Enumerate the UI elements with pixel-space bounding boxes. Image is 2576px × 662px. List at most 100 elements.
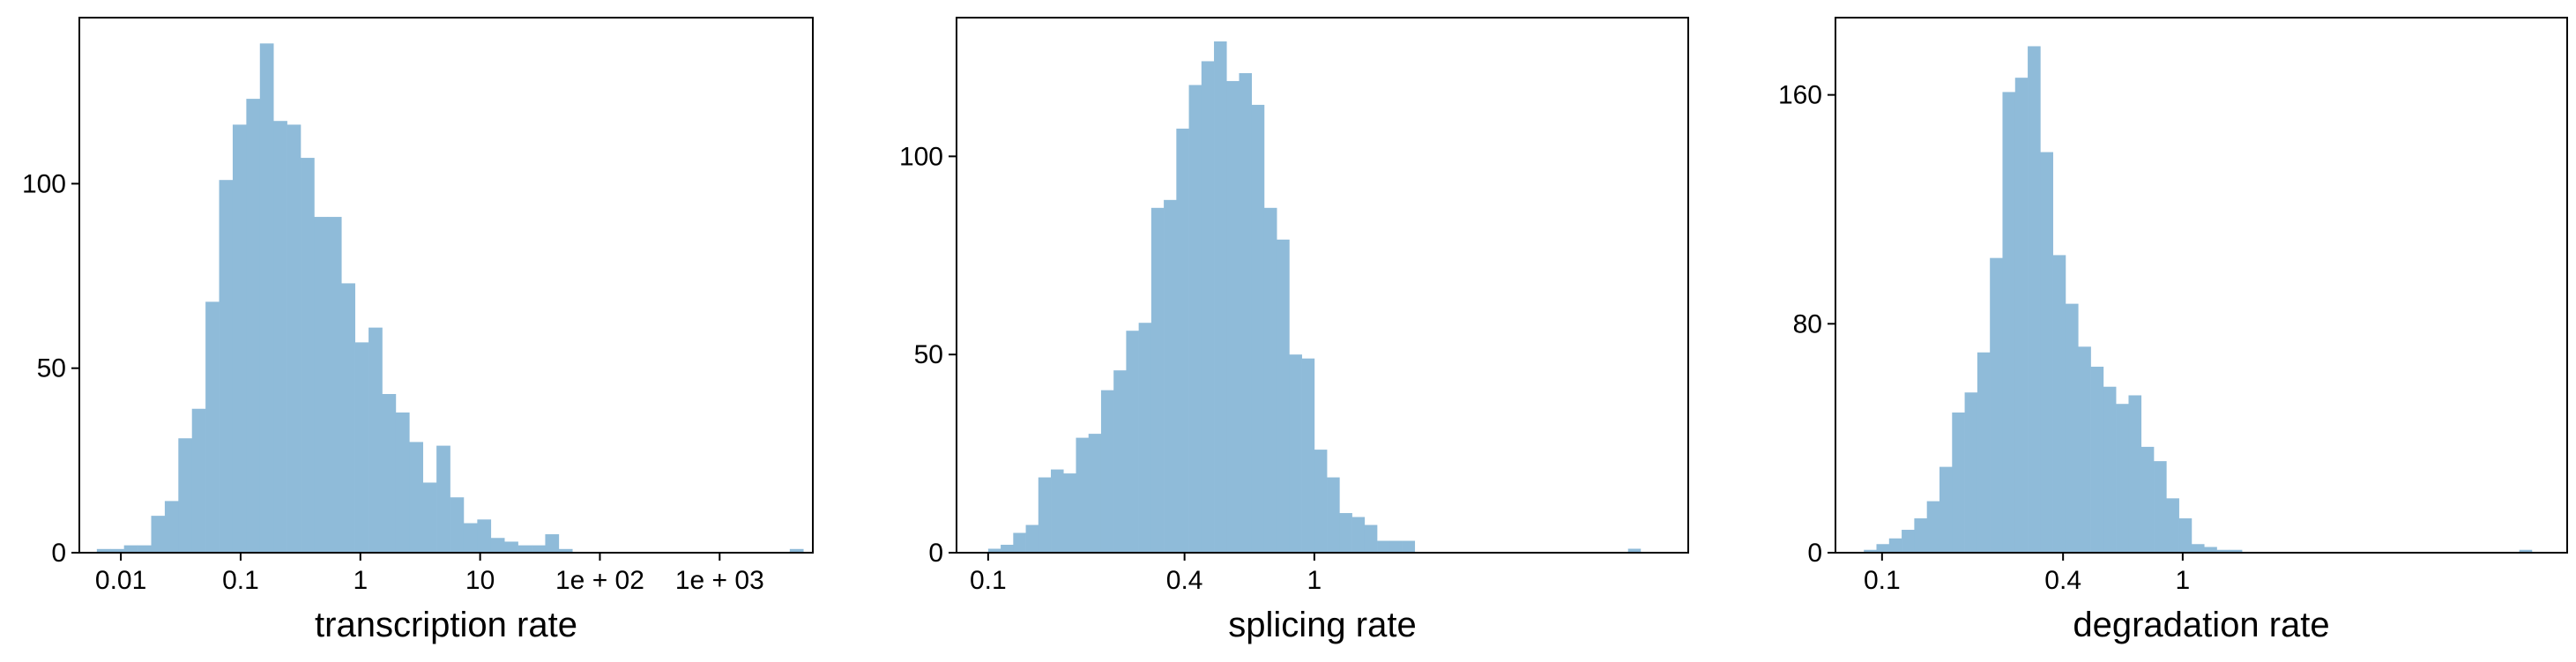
transcription-histogram-bar-2 — [123, 545, 138, 553]
transcription-y-tick-label: 0 — [51, 539, 66, 568]
transcription-x-axis-label: transcription rate — [315, 606, 577, 644]
transcription-histogram-bar-51 — [789, 548, 804, 553]
transcription-histogram-bar-30 — [504, 541, 518, 553]
splicing-histogram-bar-17 — [1201, 61, 1215, 553]
splicing-histogram-bar-21 — [1251, 104, 1265, 554]
degradation-histogram-bar-18 — [2090, 367, 2104, 553]
degradation-y-tick-label: 80 — [1793, 309, 1822, 338]
degradation-histogram-bar-17 — [2078, 346, 2091, 553]
splicing-histogram-bar-0 — [987, 548, 1001, 553]
transcription-histogram-bar-1 — [110, 548, 124, 553]
degradation-histogram-bar-24 — [2166, 498, 2179, 553]
transcription-histogram-bar-8 — [205, 301, 220, 553]
degradation-histogram-bar-7 — [1952, 412, 1965, 553]
transcription-histogram-bar-10 — [232, 124, 247, 553]
transcription-rate-panel: 0.01 0.1 1 10 1e + 02 1e + 03 0 50 100 transcript… — [22, 17, 814, 644]
transcription-histogram-bar-29 — [490, 538, 505, 553]
splicing-x-tick-label: 0.4 — [1166, 566, 1203, 595]
transcription-histogram-bar-16 — [314, 217, 329, 553]
transcription-histogram-bar-26 — [450, 497, 465, 553]
transcription-histogram-bar-7 — [191, 408, 206, 553]
degradation-histogram-bar-4 — [1914, 518, 1927, 553]
splicing-histogram-bar-51 — [1627, 548, 1642, 553]
splicing-histogram-bar-22 — [1263, 207, 1277, 553]
transcription-x-tick-label: 1e + 02 — [555, 566, 644, 595]
splicing-histogram-bar-9 — [1100, 390, 1114, 553]
splicing-histogram-bar-1 — [1001, 545, 1014, 553]
transcription-histogram-bar-28 — [477, 519, 492, 553]
transcription-histogram-bar-14 — [287, 124, 302, 553]
transcription-histogram-bar-9 — [219, 180, 234, 553]
splicing-histogram-bar-33 — [1402, 540, 1416, 553]
transcription-histogram-bar-27 — [463, 523, 478, 553]
degradation-x-tick-label: 0.4 — [2044, 566, 2081, 595]
degradation-histogram-bar-0 — [1864, 549, 1877, 553]
transcription-y-tick-label: 100 — [22, 169, 66, 198]
splicing-histogram-bar-10 — [1113, 370, 1127, 553]
degradation-histogram-bar-29 — [2229, 549, 2243, 553]
degradation-axes-frame — [1835, 17, 2568, 554]
splicing-histogram-bar-7 — [1076, 437, 1090, 553]
degradation-histogram-bar-14 — [2040, 152, 2053, 553]
splicing-histogram-bar-2 — [1013, 532, 1026, 553]
transcription-histogram-bar-3 — [138, 545, 152, 553]
splicing-histogram-bar-16 — [1188, 85, 1202, 553]
transcription-histogram-bar-20 — [369, 327, 383, 553]
degradation-histogram-bar-52 — [2519, 549, 2533, 553]
splicing-histogram-bar-28 — [1339, 513, 1352, 553]
degradation-histogram-bar-12 — [2014, 78, 2029, 554]
degradation-histogram-bar-6 — [1939, 466, 1953, 553]
transcription-y-tick-label: 50 — [37, 354, 66, 383]
splicing-y-tick-label: 100 — [899, 142, 943, 171]
degradation-histogram-bar-16 — [2065, 303, 2079, 553]
transcription-histogram-bar-12 — [259, 43, 274, 554]
degradation-histogram-bar-8 — [1964, 392, 1978, 553]
transcription-histogram-bar-4 — [151, 516, 166, 553]
degradation-histogram-bar-27 — [2204, 547, 2217, 553]
transcription-histogram-bar-17 — [327, 217, 342, 553]
splicing-histogram-bar-20 — [1239, 72, 1253, 553]
splicing-histogram-bar-13 — [1150, 207, 1165, 553]
splicing-histogram-bar-3 — [1025, 524, 1039, 553]
transcription-histogram-bar-24 — [422, 482, 437, 553]
splicing-histogram-bar-4 — [1038, 477, 1052, 553]
degradation-histogram-bar-13 — [2028, 46, 2041, 553]
degradation-histogram-bar-25 — [2178, 518, 2193, 553]
degradation-histogram-bar-10 — [1990, 257, 2003, 553]
splicing-x-tick-label: 1 — [1307, 566, 1322, 595]
degradation-histogram-bar-5 — [1926, 501, 1940, 553]
degradation-histogram-bar-20 — [2116, 404, 2129, 553]
splicing-histogram-bar-15 — [1176, 128, 1189, 553]
degradation-x-axis-label: degradation rate — [2073, 606, 2329, 644]
transcription-histogram-bar-22 — [395, 412, 410, 553]
splicing-x-axis-label: splicing rate — [1228, 606, 1416, 644]
transcription-histogram-bar-34 — [558, 548, 573, 553]
splicing-histogram-bar-5 — [1051, 469, 1064, 553]
degradation-histogram-bar-2 — [1888, 538, 1902, 553]
splicing-histogram-bar-19 — [1226, 80, 1240, 553]
degradation-y-tick-label: 160 — [1778, 81, 1822, 110]
splicing-histogram-bar-32 — [1389, 540, 1403, 553]
splicing-histogram-bar-30 — [1364, 524, 1378, 553]
degradation-y-tick-label: 0 — [1807, 539, 1822, 568]
degradation-rate-panel: 0.1 0.4 1 0 80 160 degradation rate — [1778, 17, 2568, 644]
degradation-histogram-bar-23 — [2154, 461, 2167, 553]
transcription-histogram-bar-23 — [409, 442, 424, 553]
transcription-histogram-bar-33 — [545, 534, 560, 553]
transcription-histogram-bar-31 — [517, 545, 532, 553]
splicing-rate-panel: 0.1 0.4 1 0 50 100 splicing rate — [899, 17, 1689, 644]
splicing-histogram-bar-24 — [1289, 354, 1302, 553]
degradation-histogram-bar-28 — [2216, 549, 2230, 553]
degradation-histogram-bar-21 — [2128, 395, 2142, 553]
transcription-histogram-bar-11 — [246, 99, 261, 554]
splicing-x-tick-label: 0.1 — [970, 566, 1007, 595]
degradation-histogram-bar-19 — [2103, 386, 2117, 553]
transcription-histogram-bar-0 — [96, 548, 111, 553]
transcription-histogram-bar-15 — [301, 158, 315, 553]
splicing-y-tick-label: 50 — [914, 340, 943, 369]
transcription-x-tick-label: 0.01 — [95, 566, 146, 595]
splicing-y-tick-label: 0 — [928, 539, 943, 568]
transcription-histogram-bar-13 — [273, 121, 287, 553]
splicing-histogram-bar-26 — [1314, 450, 1328, 553]
